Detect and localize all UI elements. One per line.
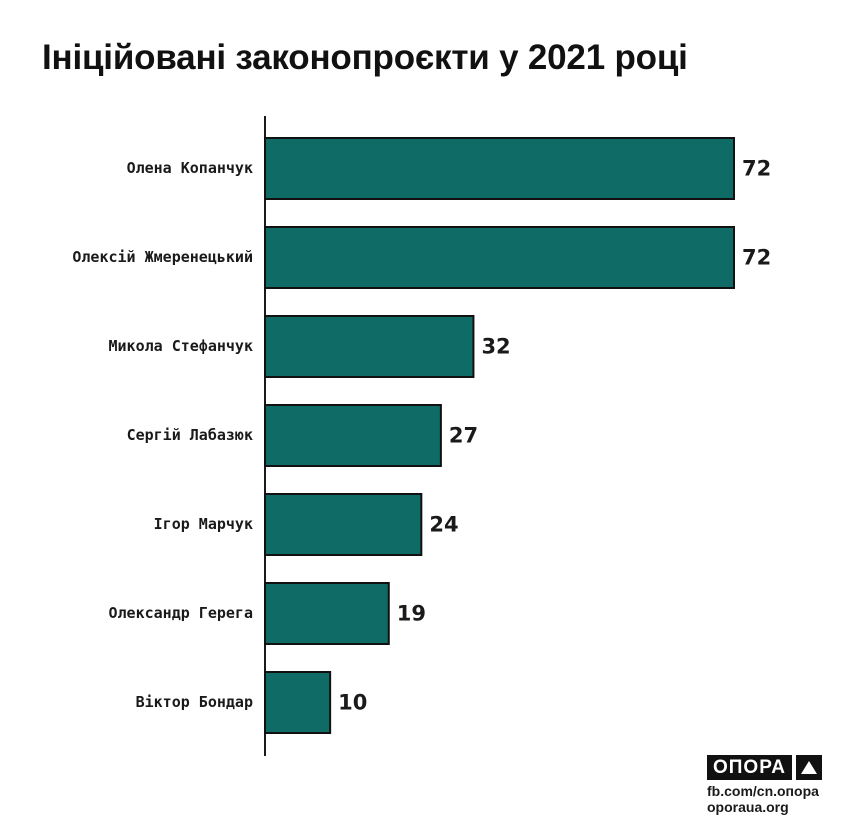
value-label: 24 bbox=[429, 513, 458, 537]
logo-wordmark: ОПОРА bbox=[707, 755, 792, 780]
bar-chart: Олена Копанчук 72 Олексій Жмеренецький 72 Ми… bbox=[72, 116, 771, 756]
bar bbox=[264, 582, 390, 645]
value-label: 72 bbox=[742, 246, 771, 270]
facebook-link[interactable]: fb.com/cn.опора bbox=[707, 783, 819, 799]
bar bbox=[264, 671, 332, 734]
value-label: 10 bbox=[338, 691, 367, 715]
chart-title: Ініційовані законопроєкти у 2021 році bbox=[42, 38, 688, 77]
category-label: Сергій Лабазюк bbox=[127, 426, 253, 444]
triangle-icon bbox=[795, 755, 822, 780]
value-label: 19 bbox=[397, 602, 426, 626]
opora-logo: ОПОРА bbox=[707, 755, 822, 780]
bar bbox=[264, 137, 735, 200]
bar bbox=[264, 404, 442, 467]
bar bbox=[264, 493, 423, 556]
value-label: 27 bbox=[449, 424, 478, 448]
bar bbox=[264, 315, 475, 378]
category-label: Олексій Жмеренецький bbox=[72, 248, 253, 266]
bar bbox=[264, 226, 735, 289]
value-label: 32 bbox=[481, 335, 510, 359]
category-label: Олександр Герега bbox=[109, 604, 254, 622]
website-link[interactable]: oporaua.org bbox=[707, 799, 789, 815]
value-label: 72 bbox=[742, 157, 771, 181]
category-label: Олена Копанчук bbox=[127, 159, 253, 177]
category-label: Ігор Марчук bbox=[154, 515, 253, 533]
category-label: Віктор Бондар bbox=[136, 693, 253, 711]
category-label: Микола Стефанчук bbox=[109, 337, 254, 355]
